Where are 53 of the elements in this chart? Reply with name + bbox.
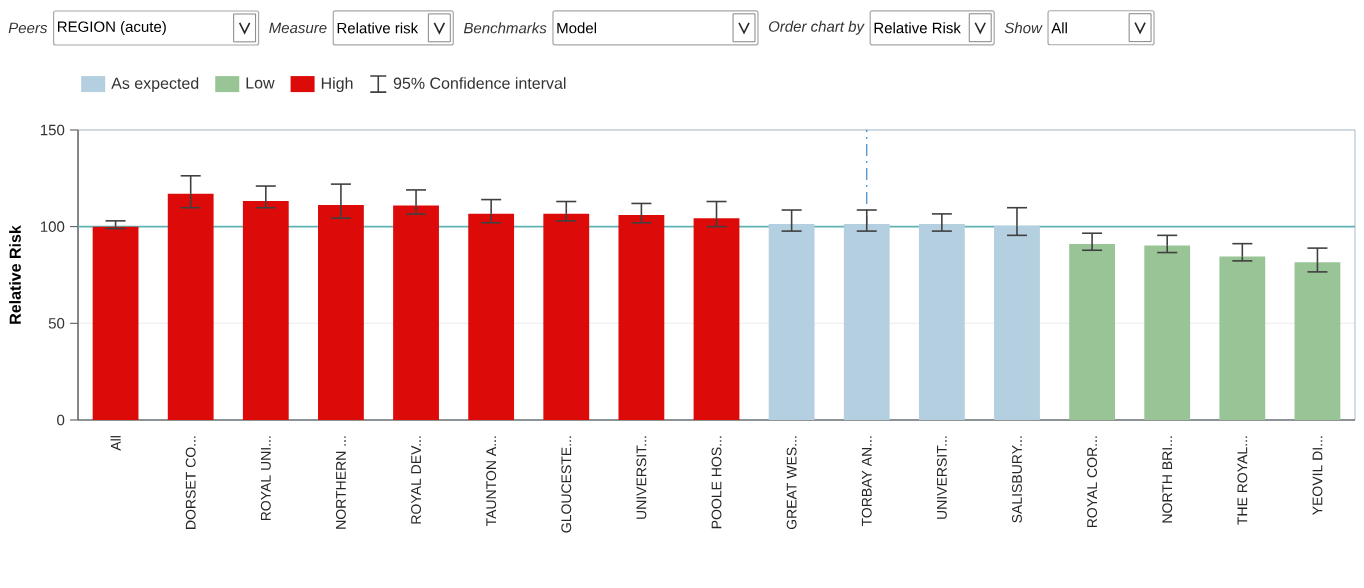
legend-label: As expected: [111, 77, 199, 93]
x-tick-label: THE ROYAL...: [1237, 436, 1248, 525]
bar: [1144, 245, 1191, 420]
y-tick-label: 150: [40, 124, 65, 136]
bar: [468, 213, 515, 420]
bar: [543, 213, 590, 420]
y-tick-label: 0: [57, 414, 65, 426]
bar: [92, 226, 139, 420]
legend-label: High: [321, 77, 353, 93]
x-tick-label: POOLE HOS...: [711, 436, 722, 529]
bar: [918, 223, 965, 420]
x-tick-label: GREAT WES...: [786, 436, 797, 530]
text: Model: [557, 22, 597, 34]
text: 95% Confidence interval: [393, 77, 566, 89]
bar: [768, 223, 815, 420]
y-axis-title: Relative Risk: [9, 225, 21, 324]
bar: [1294, 262, 1341, 420]
text: Benchmarks: [463, 22, 547, 34]
y-tick-label: 50: [48, 318, 65, 329]
bar: [693, 218, 740, 420]
y-tick-label: 100: [40, 221, 65, 232]
text: Relative Risk: [874, 22, 961, 34]
text: All: [1051, 22, 1067, 34]
text: Peers: [8, 22, 48, 34]
x-tick-label: TAUNTON A...: [486, 436, 497, 527]
bar: [318, 205, 364, 420]
bar: [1069, 244, 1115, 420]
x-tick-label: NORTH BRI...: [1162, 436, 1173, 523]
text: Relative risk: [337, 22, 419, 34]
x-tick-label: UNIVERSIT...: [636, 436, 647, 519]
bar: [1219, 256, 1266, 420]
bar: [994, 225, 1040, 420]
bar: [393, 205, 439, 420]
text: REGION (acute): [58, 21, 166, 35]
x-tick-label: ROYAL COR...: [1087, 436, 1098, 528]
x-tick-label: UNIVERSIT...: [936, 436, 947, 519]
text: Show: [1004, 22, 1043, 34]
bar: [167, 193, 214, 420]
x-tick-label: TORBAY AN...: [861, 436, 872, 527]
x-tick-label: All: [110, 436, 121, 451]
x-tick-label: ROYAL UNI...: [260, 436, 271, 521]
legend-label: Low: [246, 77, 275, 89]
x-tick-label: SALISBURY...: [1012, 436, 1022, 523]
bar: [843, 223, 890, 420]
x-tick-label: ROYAL DEV...: [411, 436, 421, 524]
text: Measure: [269, 22, 327, 34]
bar: [618, 215, 665, 420]
x-tick-label: NORTHERN ...: [335, 436, 346, 529]
text: Order chart by: [768, 20, 865, 35]
x-tick-label: DORSET CO...: [185, 436, 196, 529]
x-tick-label: GLOUCESTE...: [561, 436, 572, 533]
bar: [242, 200, 289, 420]
x-tick-label: YEOVIL DI...: [1312, 436, 1323, 515]
